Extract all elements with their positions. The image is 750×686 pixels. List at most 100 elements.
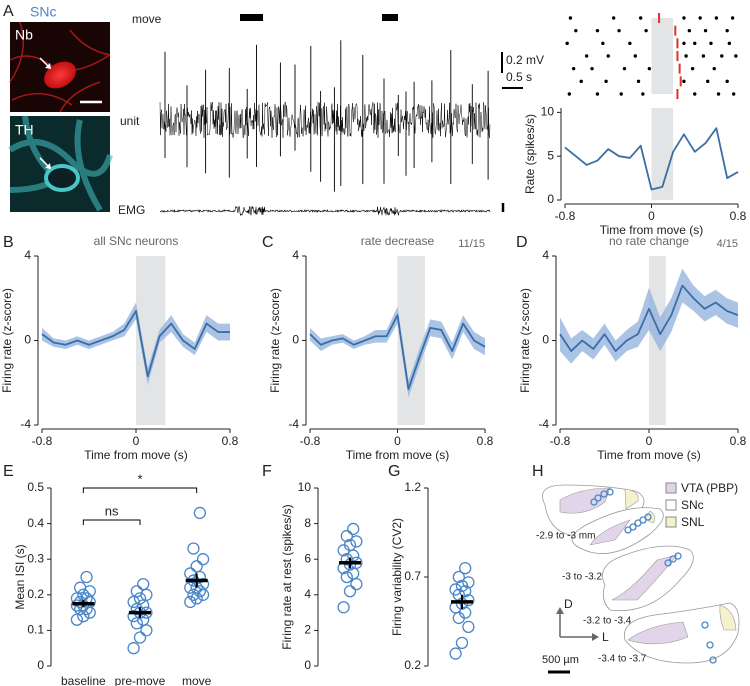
data-point (184, 595, 197, 609)
spike (706, 79, 710, 84)
data-point (350, 577, 363, 591)
data-point (190, 592, 203, 605)
spike (595, 28, 600, 33)
data-point (130, 617, 143, 630)
trace-label: unit (120, 114, 140, 128)
y-tick-label: 0.4 (27, 516, 44, 530)
panel-letter: B (3, 234, 14, 251)
x-tick-label: 0 (648, 209, 655, 223)
spike (565, 41, 569, 46)
image-label: TH (15, 122, 34, 138)
compass-label: L (602, 630, 609, 644)
annotation: 11/15 (458, 238, 485, 250)
chart-title: no rate change (609, 234, 689, 248)
panel-letter: A (3, 3, 14, 20)
data-point (184, 567, 197, 580)
y-axis-label: Firing rate (z-score) (268, 288, 282, 393)
data-point (459, 606, 472, 619)
emg-trace (159, 205, 491, 216)
spike (601, 41, 605, 46)
data-point (133, 631, 147, 644)
y-tick-label: 0.7 (404, 569, 421, 583)
spike (617, 28, 621, 33)
spike (604, 79, 608, 84)
data-point (340, 570, 353, 584)
y-axis-label: Firing rate (z-score) (0, 288, 14, 393)
panel-letter: F (262, 463, 272, 480)
y-tick-label: 0.2 (27, 587, 44, 601)
data-point (127, 642, 140, 655)
data-point (449, 647, 462, 660)
data-point (140, 624, 153, 637)
y-axis-label: Rate (spikes/s) (523, 114, 537, 194)
spike (579, 79, 583, 84)
unit-spikes (164, 40, 489, 192)
panel-letter: C (262, 234, 274, 251)
panel-letter: H (532, 463, 544, 480)
spike (611, 16, 616, 20)
trace-label: EMG (118, 203, 145, 217)
spike (730, 16, 735, 20)
data-point (350, 535, 363, 548)
data-point (337, 601, 350, 614)
data-point (347, 522, 360, 536)
y-tick-label: 0.2 (404, 658, 421, 672)
section-label: -3.2 to -3.4 (583, 616, 632, 627)
y-tick-label: 6 (304, 551, 311, 565)
significance-bracket (82, 519, 141, 525)
spike (638, 16, 643, 20)
x-tick-label: 0.8 (222, 434, 239, 448)
significance-label: ns (105, 503, 119, 518)
spike (633, 54, 637, 58)
x-tick-label: 0.8 (477, 434, 494, 448)
y-tick-label: 0.3 (27, 551, 44, 565)
legend-label: SNL (681, 515, 705, 529)
spike (644, 28, 648, 33)
spike (720, 54, 724, 58)
spike (622, 66, 627, 71)
y-tick-label: 0 (304, 658, 311, 672)
data-point (187, 542, 200, 555)
x-tick-label: pre-move (115, 674, 166, 686)
spike (628, 41, 632, 46)
data-point (340, 529, 353, 543)
y-axis-label: Firing rate (z-score) (518, 288, 532, 393)
x-tick-label: -0.8 (300, 434, 321, 448)
spike (687, 28, 692, 33)
spike (619, 92, 623, 96)
x-tick-label: 0 (646, 434, 653, 448)
data-point (80, 570, 93, 584)
rate-line (309, 314, 486, 390)
y-tick-label: 4 (304, 587, 311, 601)
spike (647, 66, 652, 71)
y-tick-label: 8 (304, 516, 311, 530)
x-axis-label: Time from move (s) (84, 448, 188, 462)
legend-label: SNc (681, 498, 704, 512)
y-tick-label: 1.2 (404, 480, 421, 494)
spike (698, 16, 702, 20)
spike (725, 79, 729, 84)
panel-letter: E (3, 463, 14, 480)
rate-line (559, 284, 739, 352)
y-tick-label: -4 (538, 417, 549, 431)
data-point (452, 570, 465, 584)
data-point (73, 595, 87, 609)
spike (636, 79, 641, 84)
data-point (449, 583, 462, 596)
panel-letter: D (516, 234, 528, 251)
sem-band (42, 302, 230, 385)
data-point (133, 592, 147, 605)
data-point (459, 561, 472, 575)
data-point (137, 577, 150, 591)
spike (568, 16, 573, 20)
data-point (187, 588, 200, 601)
scale-label: 0.5 s (506, 70, 532, 84)
spike (690, 66, 695, 71)
y-tick-label: 0 (542, 333, 549, 347)
x-tick-label: -0.8 (555, 209, 576, 223)
spike (703, 28, 708, 33)
data-point (343, 538, 357, 552)
data-point (70, 613, 84, 626)
spike (574, 28, 578, 33)
